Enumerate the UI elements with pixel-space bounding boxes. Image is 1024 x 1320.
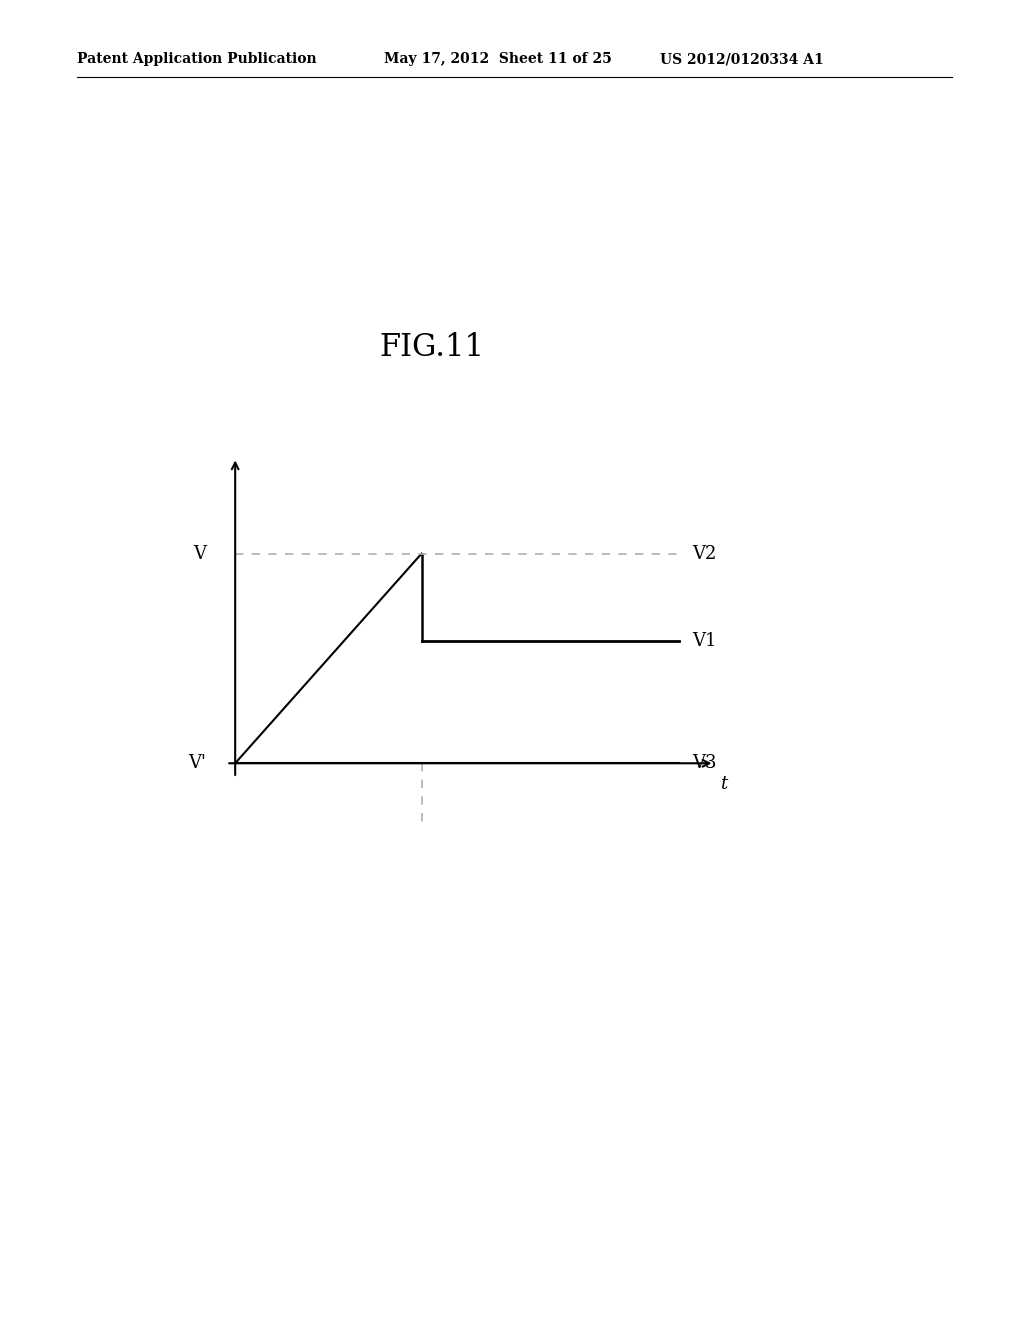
Text: Patent Application Publication: Patent Application Publication (77, 53, 316, 66)
Text: US 2012/0120334 A1: US 2012/0120334 A1 (660, 53, 824, 66)
Text: FIG.11: FIG.11 (379, 333, 484, 363)
Text: V': V' (188, 754, 207, 772)
Text: t: t (720, 775, 727, 792)
Text: V: V (194, 545, 207, 562)
Text: May 17, 2012  Sheet 11 of 25: May 17, 2012 Sheet 11 of 25 (384, 53, 611, 66)
Text: V2: V2 (692, 545, 717, 562)
Text: V3: V3 (692, 754, 717, 772)
Text: V1: V1 (692, 632, 717, 649)
